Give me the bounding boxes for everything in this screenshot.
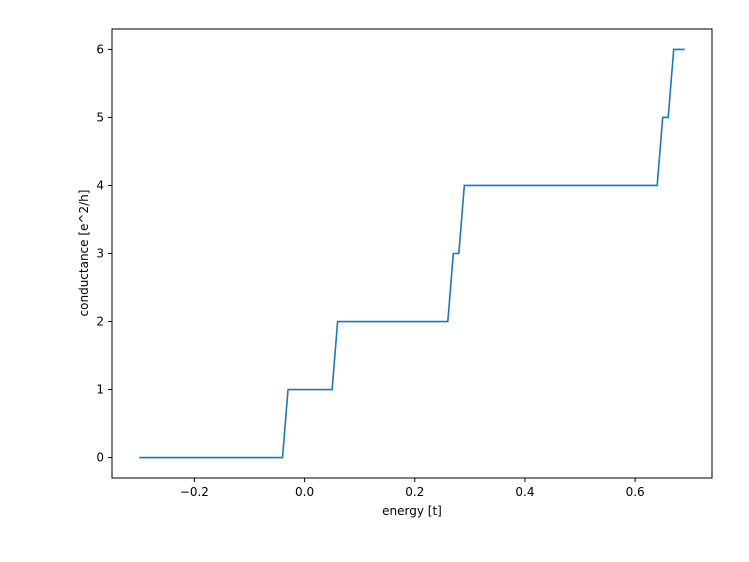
y-tick-label: 3 [96, 247, 104, 261]
y-tick-label: 0 [96, 451, 104, 465]
y-tick-label: 1 [96, 383, 104, 397]
y-axis-label: conductance [e^2/h] [77, 190, 91, 317]
x-tick-label: 0.4 [515, 485, 534, 499]
y-tick-label: 4 [96, 178, 104, 192]
x-tick-label: 0.2 [405, 485, 424, 499]
x-tick-label: 0.6 [626, 485, 645, 499]
y-tick-label: 5 [96, 110, 104, 124]
x-axis-label: energy [t] [382, 504, 442, 518]
x-tick-label: 0.0 [295, 485, 314, 499]
x-tick-label: −0.2 [180, 485, 209, 499]
y-tick-label: 6 [96, 42, 104, 56]
line-series [139, 48, 685, 459]
y-tick-label: 2 [96, 315, 104, 329]
